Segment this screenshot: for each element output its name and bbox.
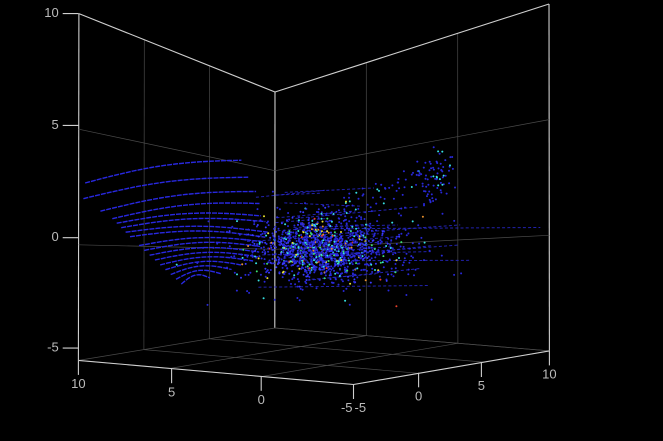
svg-text:5: 5 [168,384,175,399]
svg-text:5: 5 [478,378,485,393]
svg-text:10: 10 [71,376,85,391]
svg-text:-5: -5 [341,400,353,415]
svg-text:-5: -5 [47,340,59,355]
svg-text:0: 0 [258,392,265,407]
svg-text:0: 0 [415,388,422,403]
svg-text:-5: -5 [355,400,367,415]
svg-text:0: 0 [51,229,58,244]
svg-text:10: 10 [44,5,58,20]
svg-text:10: 10 [542,366,556,381]
svg-text:5: 5 [51,117,58,132]
